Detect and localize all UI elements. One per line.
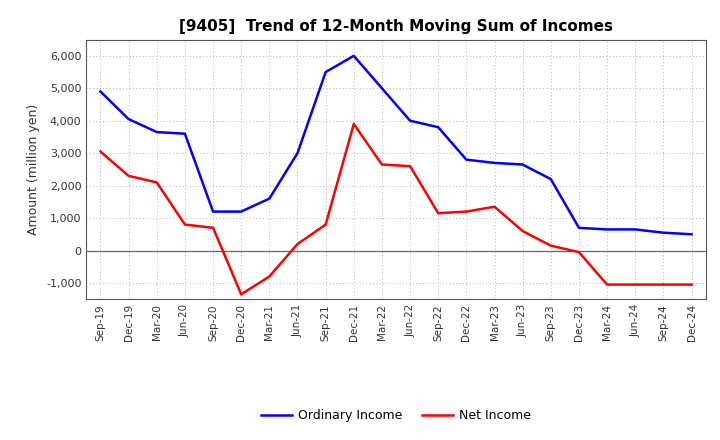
Ordinary Income	[434, 125, 443, 130]
Legend: Ordinary Income, Net Income: Ordinary Income, Net Income	[256, 404, 536, 427]
Ordinary Income	[293, 150, 302, 156]
Net Income	[603, 282, 611, 287]
Ordinary Income	[406, 118, 415, 123]
Net Income	[321, 222, 330, 227]
Ordinary Income	[265, 196, 274, 201]
Title: [9405]  Trend of 12-Month Moving Sum of Incomes: [9405] Trend of 12-Month Moving Sum of I…	[179, 19, 613, 34]
Net Income	[349, 121, 358, 127]
Net Income	[659, 282, 667, 287]
Net Income	[209, 225, 217, 231]
Net Income	[153, 180, 161, 185]
Ordinary Income	[181, 131, 189, 136]
Ordinary Income	[518, 162, 527, 167]
Net Income	[96, 149, 105, 154]
Ordinary Income	[153, 129, 161, 135]
Line: Net Income: Net Income	[101, 124, 691, 294]
Ordinary Income	[603, 227, 611, 232]
Ordinary Income	[321, 70, 330, 75]
Ordinary Income	[209, 209, 217, 214]
Ordinary Income	[546, 176, 555, 182]
Y-axis label: Amount (million yen): Amount (million yen)	[27, 104, 40, 235]
Ordinary Income	[125, 117, 133, 122]
Net Income	[406, 164, 415, 169]
Ordinary Income	[349, 53, 358, 59]
Ordinary Income	[631, 227, 639, 232]
Net Income	[237, 292, 246, 297]
Net Income	[181, 222, 189, 227]
Net Income	[434, 211, 443, 216]
Net Income	[546, 243, 555, 248]
Net Income	[575, 249, 583, 255]
Ordinary Income	[462, 157, 471, 162]
Net Income	[462, 209, 471, 214]
Ordinary Income	[490, 160, 499, 165]
Net Income	[125, 173, 133, 179]
Net Income	[293, 242, 302, 247]
Ordinary Income	[659, 230, 667, 235]
Net Income	[518, 228, 527, 234]
Net Income	[490, 204, 499, 209]
Ordinary Income	[687, 231, 696, 237]
Ordinary Income	[575, 225, 583, 231]
Net Income	[377, 162, 386, 167]
Net Income	[687, 282, 696, 287]
Line: Ordinary Income: Ordinary Income	[101, 56, 691, 234]
Net Income	[631, 282, 639, 287]
Ordinary Income	[96, 89, 105, 94]
Ordinary Income	[377, 86, 386, 91]
Ordinary Income	[237, 209, 246, 214]
Net Income	[265, 274, 274, 279]
